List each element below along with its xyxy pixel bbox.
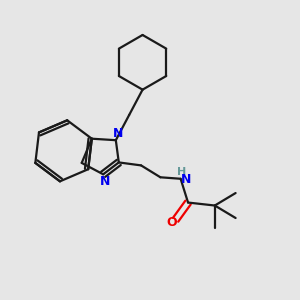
Text: N: N (100, 175, 110, 188)
Text: O: O (167, 216, 177, 229)
Text: H: H (178, 167, 187, 177)
Text: N: N (182, 173, 192, 186)
Text: N: N (113, 127, 123, 140)
